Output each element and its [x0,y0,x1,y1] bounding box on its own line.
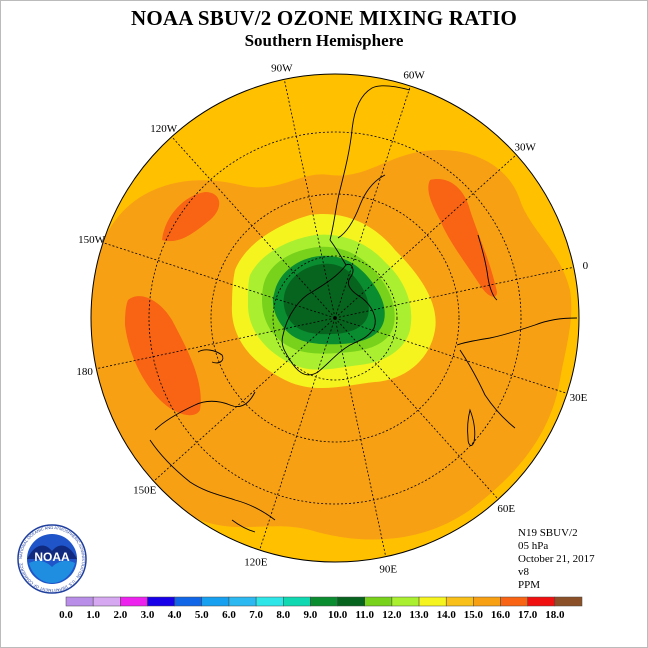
coast-africa [456,317,578,346]
coast-australia-2 [149,439,276,521]
colorbar-swatch [65,596,94,607]
colorbar-swatch [120,596,148,607]
colorbar-tick-label: 11.0 [355,609,374,621]
colorbar-tick-label: 17.0 [518,609,538,621]
coast-antarctica [281,263,376,376]
longitude-label-150W: 150W [78,234,106,246]
colorbar-tick-label: 5.0 [195,609,209,621]
coast-africa-3 [477,234,498,301]
latitude-longitude-grid [96,79,574,557]
coast-new-zealand [197,349,224,364]
longitude-label-90E: 90E [379,563,397,575]
colorbar-swatch [255,596,284,607]
longitude-label-180: 180 [76,366,93,378]
map-boundary-circle [90,73,580,563]
coastlines [149,85,578,562]
colorbar-swatch [92,596,121,607]
longitude-label-90W: 90W [271,63,293,75]
noaa-logo: NOAA NATIONAL OCEANIC AND ATMOSPHERIC AD… [17,524,87,594]
longitude-label-0: 0 [583,260,589,272]
colorbar-swatch [147,596,175,607]
info-units: PPM [518,579,541,591]
logo-gull-shape [27,545,77,559]
map-title: NOAA SBUV/2 OZONE MIXING RATIO [131,6,517,30]
colorbar-swatch [174,596,203,607]
field-high-2 [125,296,201,416]
colorbar-tick-label: 8.0 [276,609,290,621]
longitude-label-30E: 30E [570,392,588,404]
coast-africa-2 [459,349,516,429]
coast-australia [154,391,256,431]
colorbar-swatch [473,596,501,607]
field-high-1 [162,192,220,242]
field-high-3 [428,179,497,297]
colorbar-swatch [283,596,311,607]
colorbar-tick-label: 15.0 [464,609,484,621]
colorbar-ticks: 0.0 1.0 2.0 3.0 4.0 5.0 6.0 7.0 8.0 9.0 10.0 11.0 12… [59,609,565,621]
meridian-120W [171,136,336,319]
coast-antarctic-peninsula [329,239,347,266]
logo-wordmark: NOAA [34,550,70,564]
colorbar-tick-label: 1.0 [86,609,100,621]
longitude-label-150E: 150E [133,484,157,496]
colorbar-tick-label: 16.0 [491,609,511,621]
info-version: v8 [518,566,529,578]
colorbar-tick-label: 13.0 [409,609,429,621]
meridian-60W [334,85,411,319]
colorbar-swatch [337,596,365,607]
colorbar-tick-label: 12.0 [382,609,402,621]
coast-south-america [329,85,411,241]
colorbar-swatch [554,596,583,607]
logo-water [29,560,75,583]
meridian-120E [259,317,336,551]
colorbar-swatch [201,596,230,607]
colorbar-swatch [391,596,420,607]
meridian-60E [334,317,499,500]
latitude-circle-1 [272,255,398,381]
meridian-180 [96,317,336,370]
map-subtitle: Southern Hemisphere [244,31,404,50]
longitude-label-30W: 30W [515,142,537,154]
meridian-90E [334,317,387,557]
colorbar-tick-label: 4.0 [168,609,182,621]
longitude-label-120E: 120E [244,556,268,568]
colorbar-swatch [228,596,257,607]
colorbar-swatch [500,596,528,607]
meridian-30E [334,317,568,394]
colorbar-swatch [527,596,556,607]
field-darkest [283,263,369,335]
meridian-150E [153,317,336,482]
colorbar-swatch [310,596,338,607]
colorbar-swatch [364,596,393,607]
longitude-label-120W: 120W [150,123,178,135]
info-satellite: N19 SBUV/2 [518,527,578,539]
latitude-circle-3 [148,131,522,505]
coast-madagascar [467,408,476,446]
colorbar-tick-label: 7.0 [249,609,263,621]
longitude-labels: 90W 60W 30W 0 30E 60E 90E 120E 150E 180 150W 120W [76,63,588,576]
colorbar-tick-label: 10.0 [328,609,348,621]
colorbar-swatch [418,596,447,607]
info-level: 05 hPa [518,540,549,552]
coast-south-america-east [337,174,386,239]
latitude-circle-2 [210,193,460,443]
meridian-30W [334,154,517,319]
colorbar-tick-label: 2.0 [113,609,127,621]
colorbar-tick-label: 0.0 [59,609,73,621]
longitude-label-60W: 60W [403,70,425,82]
colorbar-tick-label: 14.0 [437,609,457,621]
colorbar-tick-label: 18.0 [545,609,565,621]
colorbar-tick-label: 9.0 [304,609,318,621]
info-date: October 21, 2017 [518,553,595,565]
meridian-0 [334,266,574,319]
colorbar-swatch [445,596,474,607]
colorbar-tick-label: 3.0 [141,609,155,621]
meridian-90W [283,79,336,319]
colorbar-swatches [65,596,583,607]
colorbar-tick-label: 6.0 [222,609,236,621]
longitude-label-60E: 60E [497,503,515,515]
